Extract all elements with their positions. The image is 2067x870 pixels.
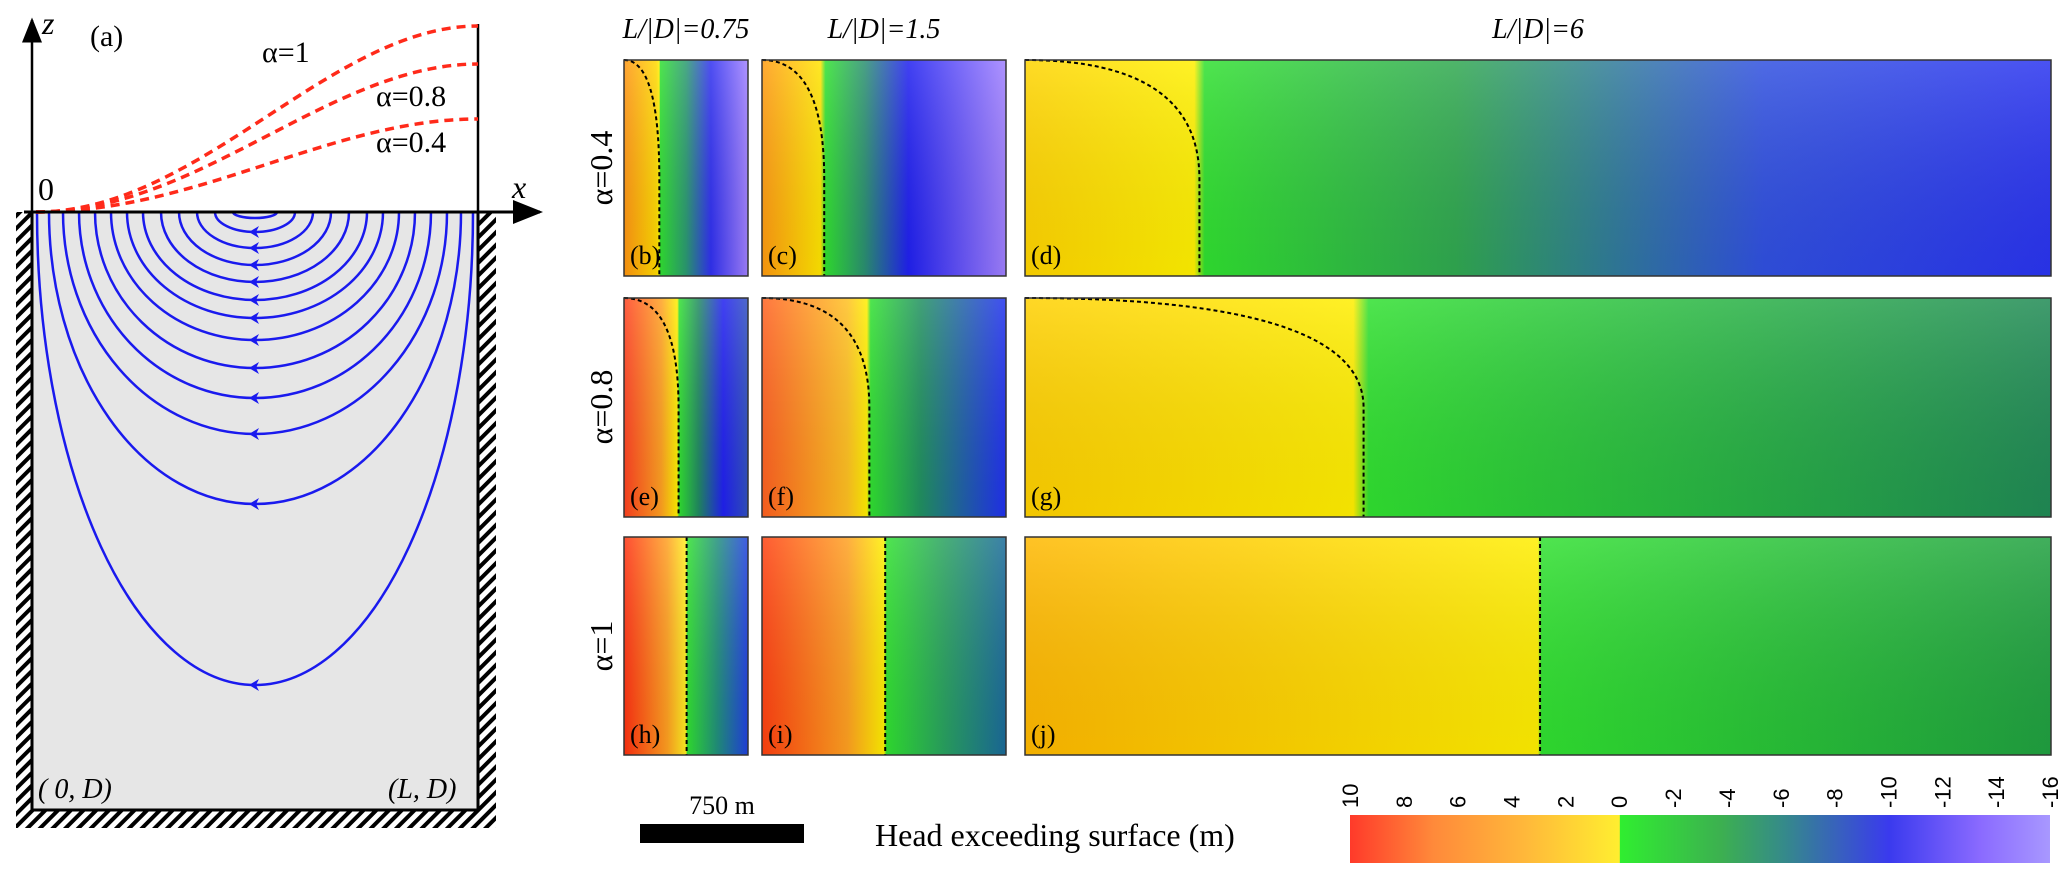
column-title-6: L/|D|=6 — [1491, 14, 1584, 45]
water-table-curve — [35, 62, 479, 214]
colorbar-label: Head exceeding surface (m) — [875, 817, 1235, 853]
panel-e: (e) — [623, 297, 749, 518]
panel-label: (h) — [630, 720, 660, 749]
colorbar-tick-label: -14 — [1984, 776, 2009, 808]
panel-border — [1024, 59, 2052, 277]
zero-head-contour — [1024, 59, 1201, 276]
flow-direction-arrow-icon — [249, 679, 259, 691]
curve-label-alpha-0.4: α=0.4 — [376, 126, 446, 159]
flow-direction-arrow-icon — [249, 226, 259, 238]
panel-border — [623, 297, 749, 518]
colorbar-tick-label: -10 — [1876, 776, 1901, 808]
heatmap-shade — [624, 298, 748, 517]
panel-border — [623, 536, 749, 756]
row-label-alpha-0.8: α=0.8 — [583, 370, 619, 445]
left-wall-hatch — [16, 212, 32, 828]
panel-f: (f) — [761, 297, 1007, 518]
panel-border — [761, 59, 1007, 277]
colorbar — [1350, 815, 2050, 863]
heatmap-grid: (b) (c) (d) (e) (f) (g) (h) (i) (j) — [623, 59, 2052, 756]
zero-head-contour — [623, 297, 680, 517]
panel-label: (a) — [90, 20, 123, 53]
column-title-0.75: L/|D|=0.75 — [622, 14, 750, 45]
colorbar-tick-label: 8 — [1392, 796, 1417, 808]
colorbar-tick-label: 4 — [1500, 796, 1525, 808]
colorbar-tick-label: 2 — [1553, 796, 1578, 808]
water-table-curves — [35, 24, 479, 214]
heatmap-shade — [762, 298, 1006, 517]
panel-label: (i) — [768, 720, 793, 749]
panel-a-schematic: z (a) 0 x α=1 α=0.8 α=0.4 ( 0, D) (L, D) — [16, 5, 543, 828]
right-wall-hatch — [478, 212, 496, 828]
colorbar-tick-label: -12 — [1930, 776, 1955, 808]
colorbar-tick-label: -4 — [1715, 788, 1740, 808]
colorbar-tick-label: -6 — [1769, 788, 1794, 808]
panel-b: (b) — [623, 59, 749, 277]
panel-j: (j) — [1024, 536, 2052, 756]
flow-direction-arrow-icon — [249, 362, 259, 374]
panel-label: (c) — [768, 241, 797, 270]
panel-border — [623, 59, 749, 277]
panel-c: (c) — [761, 59, 1007, 277]
heatmap-shade — [1025, 60, 2051, 276]
panel-label: (b) — [630, 241, 660, 270]
zero-head-contour — [623, 59, 661, 276]
flow-direction-arrow-icon — [249, 312, 259, 324]
heatmap-shade — [1025, 537, 2051, 755]
flow-direction-arrow-icon — [249, 392, 259, 404]
x-axis-label: x — [511, 169, 526, 205]
flow-direction-arrow-icon — [249, 259, 259, 271]
flowlines — [35, 211, 475, 691]
heatmap-shade — [762, 60, 1006, 276]
z-axis-label: z — [41, 5, 55, 41]
row-label-alpha-0.4: α=0.4 — [583, 131, 619, 206]
curve-label-alpha-1: α=1 — [262, 36, 310, 69]
scale-bar — [640, 824, 804, 843]
panel-border — [1024, 536, 2052, 756]
panel-h: (h) — [623, 536, 749, 756]
flow-direction-arrow-icon — [249, 428, 259, 440]
colorbar-tick-label: 10 — [1338, 784, 1363, 808]
panel-border — [761, 536, 1007, 756]
colorbar-tick-label: -16 — [2038, 776, 2063, 808]
row-label-alpha-1: α=1 — [583, 621, 619, 672]
origin-label: 0 — [38, 171, 54, 207]
bottom-hatch — [16, 810, 496, 828]
panel-i: (i) — [761, 536, 1007, 756]
water-table-curve — [35, 24, 479, 214]
flow-direction-arrow-icon — [249, 498, 259, 510]
flowline — [231, 211, 279, 220]
scale-bar-label: 750 m — [689, 791, 755, 820]
panel-border — [761, 297, 1007, 518]
panel-label: (j) — [1031, 720, 1056, 749]
flow-direction-arrow-icon — [249, 334, 259, 346]
heatmap-shade — [1025, 298, 2051, 517]
panel-label: (d) — [1031, 241, 1061, 270]
colorbar-tick-label: -2 — [1661, 788, 1686, 808]
water-table-curve — [35, 117, 479, 214]
panel-g: (g) — [1024, 297, 2052, 518]
flow-direction-arrow-icon — [249, 242, 259, 254]
curve-label-alpha-0.8: α=0.8 — [376, 80, 446, 113]
heatmap-shade — [624, 60, 748, 276]
flow-direction-arrow-icon — [249, 276, 259, 288]
panel-border — [1024, 297, 2052, 518]
flow-direction-arrow-icon — [249, 294, 259, 306]
zero-head-contour — [761, 59, 826, 276]
colorbar-tick-label: 0 — [1607, 796, 1632, 808]
colorbar-tick-label: -8 — [1823, 788, 1848, 808]
colorbar-ticks: 10 8 6 4 2 0 -2 -4 -6 -8 -10 -12 -14 -16 — [1338, 776, 2063, 808]
zero-head-contour — [761, 297, 871, 517]
panel-label: (e) — [630, 482, 659, 511]
panel-label: (f) — [768, 482, 794, 511]
panel-d: (d) — [1024, 59, 2052, 277]
panel-label: (g) — [1031, 482, 1061, 511]
column-title-1.5: L/|D|=1.5 — [827, 14, 941, 45]
colorbar-tick-label: 6 — [1446, 796, 1471, 808]
heatmap-shade — [762, 537, 1006, 755]
corner-label-L-D: (L, D) — [388, 774, 456, 805]
corner-label-0-D: ( 0, D) — [38, 774, 112, 805]
